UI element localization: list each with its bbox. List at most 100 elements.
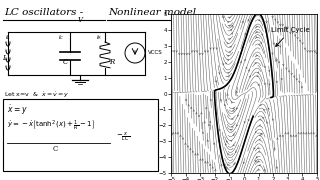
FancyArrowPatch shape [259,150,260,152]
FancyArrowPatch shape [227,94,228,96]
FancyArrowPatch shape [255,62,256,64]
FancyArrowPatch shape [290,135,292,137]
FancyArrowPatch shape [213,143,215,145]
FancyArrowPatch shape [304,48,306,50]
FancyArrowPatch shape [274,19,276,21]
FancyArrowPatch shape [227,42,228,44]
FancyArrowPatch shape [293,135,294,137]
FancyArrowPatch shape [266,21,267,23]
FancyArrowPatch shape [213,48,214,49]
FancyArrowPatch shape [257,71,259,73]
FancyArrowPatch shape [276,167,278,168]
FancyArrowPatch shape [216,113,217,114]
FancyArrowPatch shape [278,61,280,63]
FancyArrowPatch shape [259,139,261,140]
FancyArrowPatch shape [314,50,316,52]
FancyArrowPatch shape [189,148,191,150]
FancyArrowPatch shape [196,50,198,52]
FancyArrowPatch shape [202,159,204,161]
FancyArrowPatch shape [256,26,258,28]
FancyArrowPatch shape [231,102,233,103]
FancyArrowPatch shape [207,161,209,163]
FancyArrowPatch shape [284,27,286,28]
FancyArrowPatch shape [193,110,195,111]
FancyArrowPatch shape [230,140,232,142]
FancyArrowPatch shape [244,33,246,35]
FancyArrowPatch shape [210,48,211,49]
FancyArrowPatch shape [230,29,232,31]
Text: $I_C$: $I_C$ [58,33,64,42]
FancyArrowPatch shape [185,143,186,145]
FancyArrowPatch shape [229,51,230,53]
FancyArrowPatch shape [244,121,246,123]
FancyArrowPatch shape [171,133,172,135]
Text: $I_L$: $I_L$ [5,33,11,42]
FancyArrowPatch shape [272,16,273,18]
FancyArrowPatch shape [197,154,199,155]
FancyArrowPatch shape [282,24,284,26]
FancyArrowPatch shape [216,48,218,49]
FancyArrowPatch shape [236,107,238,109]
FancyArrowPatch shape [256,36,258,38]
FancyArrowPatch shape [204,122,205,123]
FancyArrowPatch shape [259,164,261,166]
FancyArrowPatch shape [177,132,179,134]
FancyArrowPatch shape [264,83,266,85]
FancyArrowPatch shape [210,99,212,101]
FancyArrowPatch shape [260,118,261,120]
FancyArrowPatch shape [258,147,260,148]
FancyArrowPatch shape [260,104,261,105]
FancyArrowPatch shape [273,43,275,44]
FancyArrowPatch shape [313,132,315,134]
FancyArrowPatch shape [274,148,276,150]
FancyArrowPatch shape [261,33,263,35]
FancyArrowPatch shape [224,104,226,106]
FancyArrowPatch shape [268,70,270,72]
FancyArrowPatch shape [182,138,184,139]
FancyArrowPatch shape [295,135,297,137]
FancyArrowPatch shape [202,132,204,134]
FancyArrowPatch shape [237,114,239,116]
FancyArrowPatch shape [288,70,290,72]
FancyArrowPatch shape [172,132,174,134]
FancyArrowPatch shape [291,73,292,75]
FancyArrowPatch shape [195,154,196,155]
FancyArrowPatch shape [303,132,305,134]
FancyArrowPatch shape [305,132,307,134]
FancyArrowPatch shape [277,21,279,23]
FancyArrowPatch shape [212,167,214,168]
FancyArrowPatch shape [279,135,281,137]
FancyArrowPatch shape [225,62,227,64]
FancyArrowPatch shape [243,162,244,164]
FancyArrowPatch shape [292,32,293,34]
FancyArrowPatch shape [298,132,300,134]
FancyArrowPatch shape [255,160,257,162]
FancyArrowPatch shape [233,107,235,109]
FancyArrowPatch shape [258,44,260,45]
FancyArrowPatch shape [258,84,259,86]
FancyArrowPatch shape [207,140,209,142]
FancyArrowPatch shape [176,50,178,52]
FancyArrowPatch shape [261,133,263,135]
FancyArrowPatch shape [297,37,299,39]
FancyArrowPatch shape [181,53,183,55]
FancyArrowPatch shape [268,84,270,85]
FancyArrowPatch shape [228,39,230,40]
FancyArrowPatch shape [173,50,175,52]
FancyArrowPatch shape [279,24,281,26]
Text: $-\frac{x}{LC}$: $-\frac{x}{LC}$ [116,130,130,143]
FancyArrowPatch shape [279,46,281,47]
FancyArrowPatch shape [272,119,274,121]
FancyArrowPatch shape [277,138,278,140]
FancyArrowPatch shape [228,76,229,78]
FancyArrowPatch shape [204,50,206,52]
FancyArrowPatch shape [256,55,258,56]
FancyArrowPatch shape [222,16,224,18]
FancyArrowPatch shape [260,42,262,44]
FancyArrowPatch shape [220,99,222,101]
FancyArrowPatch shape [244,59,245,61]
FancyArrowPatch shape [202,53,203,55]
FancyArrowPatch shape [316,135,317,137]
FancyArrowPatch shape [283,64,284,66]
FancyArrowPatch shape [228,164,229,166]
